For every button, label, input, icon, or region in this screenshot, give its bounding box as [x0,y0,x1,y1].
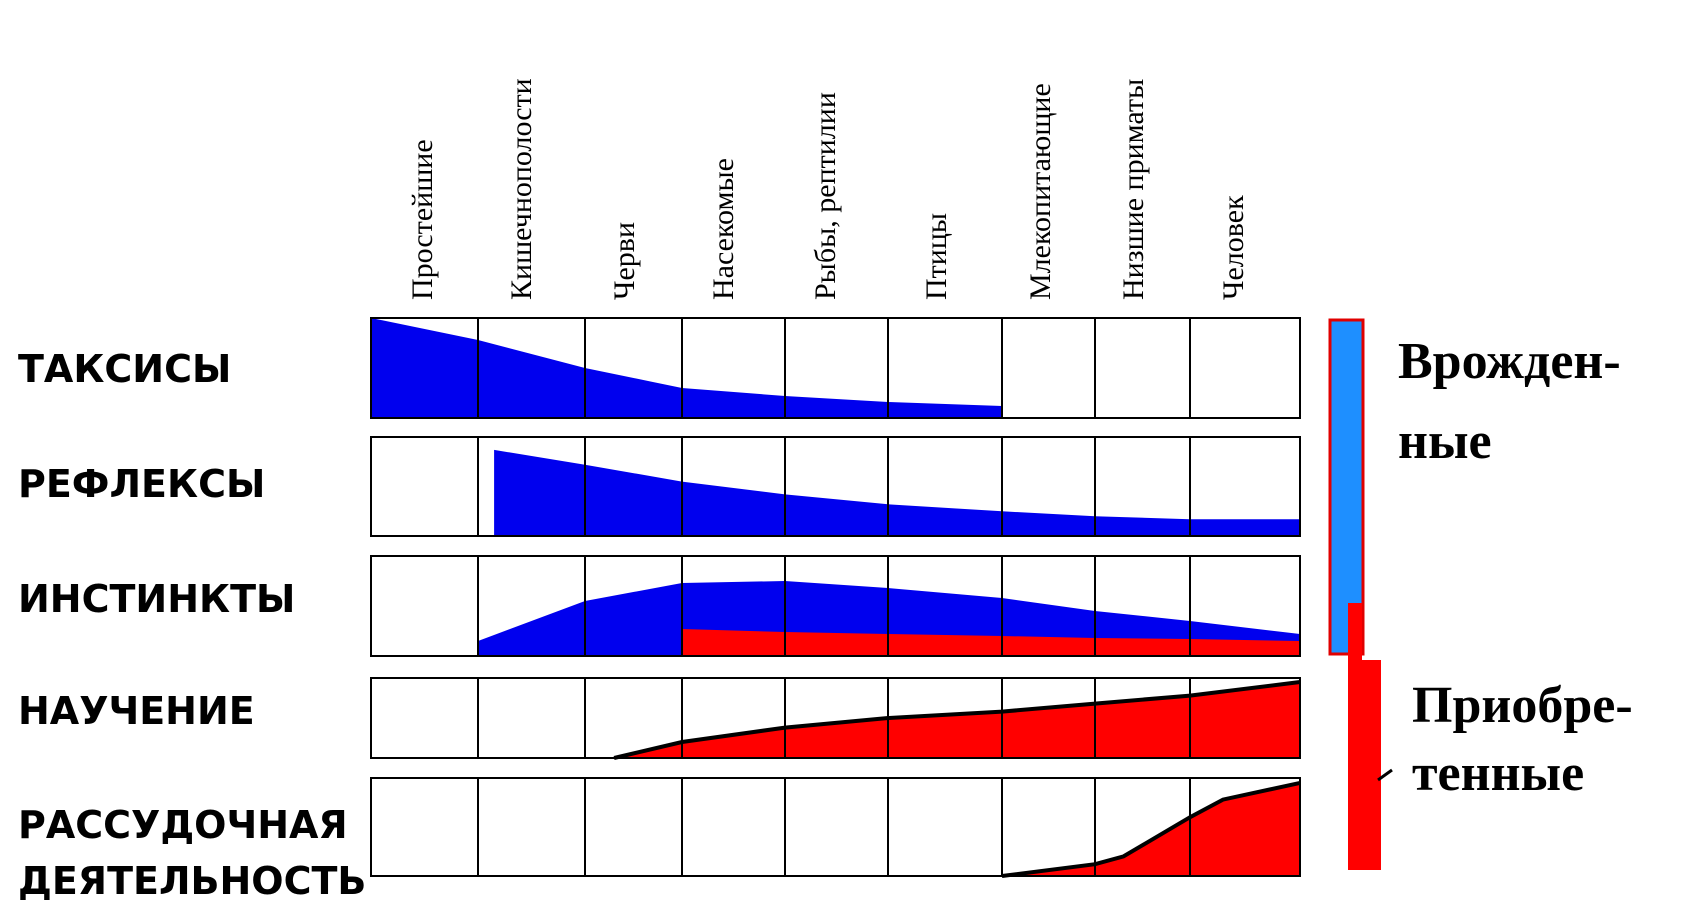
innate-area [494,449,1300,536]
column-label: Насекомые [707,158,740,300]
acquired-outline [613,680,1301,760]
column-label: Черви [608,222,641,300]
acquired-area [1002,782,1300,876]
row-box [370,777,1301,877]
row-label: НАУЧЕНИЕ [18,689,255,733]
innate-area [371,318,1002,418]
column-label: Млекопитающие [1024,83,1057,300]
row-label: РЕФЛЕКСЫ [18,462,265,506]
legend-innate-line2: ные [1398,413,1492,470]
column-label: Простейшие [406,139,439,300]
column-label: Человек [1217,195,1250,300]
row-box [370,436,1301,537]
column-label: Рыбы, рептилии [809,92,842,300]
row-label: ИНСТИНКТЫ [18,577,295,621]
row-label: ДЕЯТЕЛЬНОСТЬ [18,859,366,903]
legend-innate-line1: Врожден- [1398,333,1621,390]
legend-acquired-line1: Приобре- [1412,677,1633,734]
row-box [370,317,1301,419]
innate-bar [1328,318,1365,656]
column-label: Кишечнополости [505,78,538,300]
area-layer [371,318,1301,878]
column-labels: Простейшие Кишечнополости Черви Насекомые Ры… [406,78,1250,300]
acquired-bar-top [1348,603,1362,663]
legend: Врожден- ные Приобре- тенные [1328,318,1633,870]
row-labels: ТАКСИСЫ РЕФЛЕКСЫ ИНСТИНКТЫ НАУЧЕНИЕ РАССУДОЧ… [18,347,366,903]
acquired-outline [1001,780,1301,878]
grid-layer [370,317,1301,877]
acquired-bar [1348,660,1381,870]
pointer-mark [1377,768,1393,782]
row-box [370,555,1301,657]
row-label: РАССУДОЧНАЯ [18,803,348,847]
column-label: Низшие приматы [1117,79,1150,300]
acquired-area [682,629,1300,656]
row-label: ТАКСИСЫ [18,347,231,391]
column-label: Птицы [920,213,953,300]
row-box [370,677,1301,759]
legend-acquired-line2: тенные [1412,745,1584,802]
